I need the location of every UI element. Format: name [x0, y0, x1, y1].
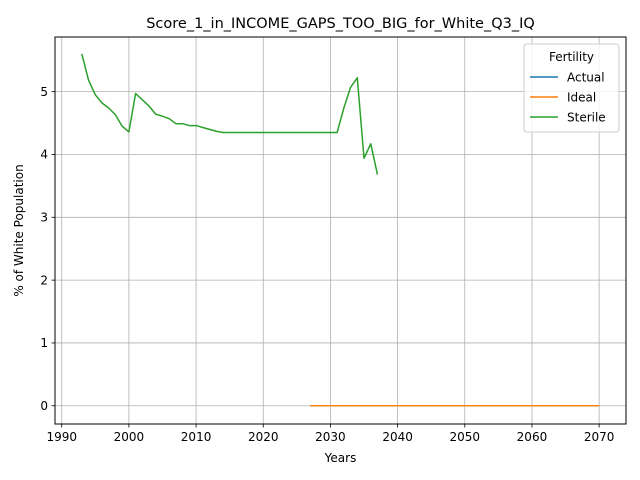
x-tick-label: 2070	[584, 430, 615, 444]
y-tick-label: 2	[40, 273, 48, 287]
plot-lines	[81, 53, 600, 407]
x-tick-label: 2010	[181, 430, 212, 444]
legend: Fertility Actual Ideal Sterile	[523, 43, 620, 133]
axis-ticks: 1990 2000 2010 2020 2030 2040 2050 2060 2070 0 1 2 3…	[40, 85, 614, 444]
y-tick-label: 4	[40, 148, 48, 162]
x-axis-label: Years	[324, 451, 357, 465]
y-tick-label: 0	[40, 399, 48, 413]
x-tick-label: 2060	[517, 430, 548, 444]
x-tick-label: 2000	[114, 430, 145, 444]
x-tick-label: 2050	[450, 430, 481, 444]
y-tick-label: 1	[40, 336, 48, 350]
plot-area-frame	[54, 36, 627, 425]
y-tick-label: 5	[40, 85, 48, 99]
legend-label-sterile: Sterile	[567, 110, 606, 124]
x-tick-label: 2040	[382, 430, 413, 444]
legend-label-ideal: Ideal	[567, 90, 596, 104]
x-tick-label: 2030	[315, 430, 346, 444]
y-axis-label: % of White Population	[12, 164, 26, 296]
y-tick-label: 3	[40, 211, 48, 225]
series-line-sterile	[81, 53, 379, 175]
legend-box	[523, 43, 620, 133]
x-tick-label: 1990	[46, 430, 77, 444]
x-tick-label: 2020	[248, 430, 279, 444]
chart-title: Score_1_in_INCOME_GAPS_TOO_BIG_for_White…	[146, 16, 535, 32]
legend-title: Fertility	[549, 50, 594, 64]
legend-label-actual: Actual	[567, 70, 605, 84]
